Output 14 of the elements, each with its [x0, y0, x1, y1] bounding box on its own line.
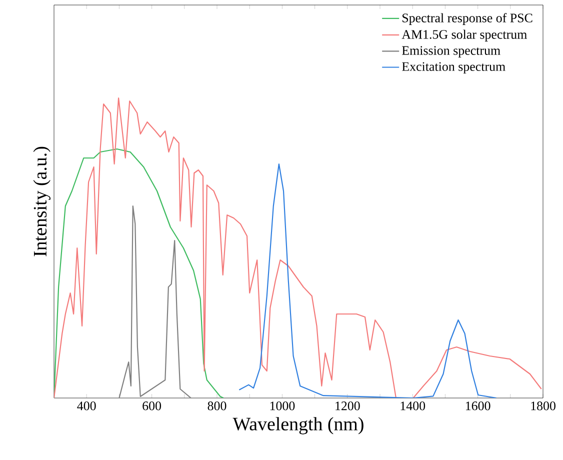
x-tick-label: 600	[142, 402, 162, 410]
x-tick-label: 1200	[336, 402, 360, 410]
legend-label: Spectral response of PSC	[402, 13, 532, 25]
x-tick-label: 1400	[400, 402, 426, 410]
x-tick-label: 1800	[531, 402, 556, 410]
x-tick-label: 1000	[270, 402, 295, 410]
legend-label: Excitation spectrum	[402, 62, 506, 74]
y-axis-title: Intensity (a.u.)	[33, 146, 50, 256]
legend-label: Emission spectrum	[402, 46, 500, 58]
x-tick-label: 800	[208, 402, 226, 410]
x-tick-label: 1600	[466, 402, 490, 410]
x-tick-label: 400	[77, 402, 96, 410]
legend-label: AM1.5G solar spectrum	[402, 30, 527, 42]
x-axis-title: Wavelength (nm)	[232, 417, 364, 434]
